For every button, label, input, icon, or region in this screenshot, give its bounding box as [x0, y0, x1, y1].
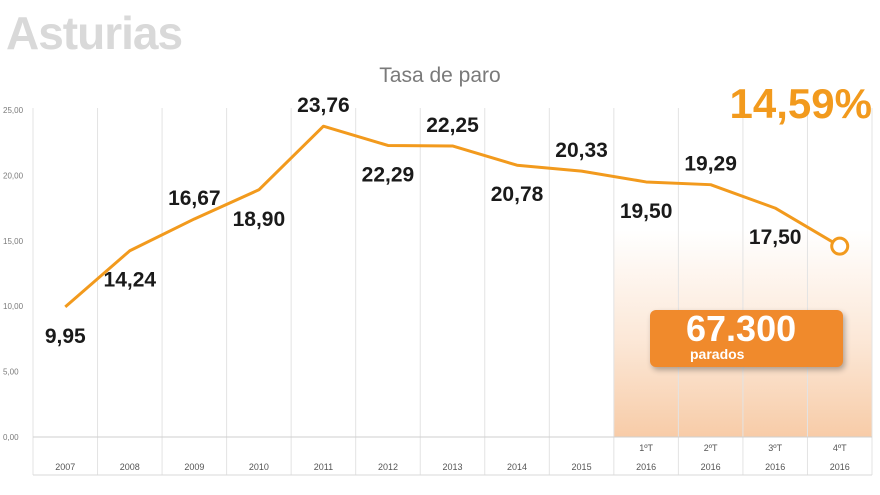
- y-tick-label: 10,00: [3, 302, 24, 311]
- data-label: 20,33: [555, 139, 608, 162]
- y-tick-label: 15,00: [3, 237, 24, 246]
- x-tick-label: 2014: [507, 462, 527, 472]
- x-tick-label: 2007: [55, 462, 75, 472]
- data-label: 20,78: [491, 183, 544, 206]
- x-tick-label-quarter: 4ºT: [833, 443, 847, 453]
- x-tick-label: 2009: [184, 462, 204, 472]
- y-tick-label: 0,00: [3, 433, 19, 442]
- x-tick-label: 2012: [378, 462, 398, 472]
- data-label: 22,29: [362, 163, 415, 186]
- region-title: Asturias: [6, 7, 183, 59]
- chart-title: Tasa de paro: [379, 64, 501, 87]
- y-tick-label: 5,00: [3, 368, 19, 377]
- y-tick-label: 25,00: [3, 106, 24, 115]
- x-tick-label: 2015: [572, 462, 592, 472]
- x-tick-label: 2011: [314, 462, 333, 472]
- x-tick-label: 2016: [830, 462, 850, 472]
- x-tick-label-quarter: 2ºT: [704, 443, 718, 453]
- data-label: 19,50: [620, 200, 673, 223]
- unemployed-badge: 67.300 parados: [650, 310, 843, 367]
- x-tick-label-quarter: 3ºT: [768, 443, 782, 453]
- series-line: [64, 124, 841, 308]
- current-rate-highlight: 14,59%: [729, 80, 872, 127]
- unemployed-value: 67.300: [686, 308, 797, 349]
- data-label: 18,90: [233, 208, 286, 231]
- data-label: 9,95: [45, 325, 86, 348]
- data-label: 22,25: [426, 114, 479, 137]
- x-tick-label: 2016: [765, 462, 785, 472]
- data-label: 14,24: [104, 269, 157, 292]
- endpoint-marker: [830, 236, 850, 256]
- data-label: 16,67: [168, 187, 221, 210]
- x-tick-label: 2010: [249, 462, 269, 472]
- x-tick-label-quarter: 1ºT: [639, 443, 653, 453]
- data-label: 17,50: [749, 226, 802, 249]
- x-tick-label: 2016: [701, 462, 721, 472]
- x-tick-label: 2008: [120, 462, 140, 472]
- y-tick-label: 20,00: [3, 171, 24, 180]
- x-tick-label: 2013: [442, 462, 462, 472]
- x-tick-label: 2016: [636, 462, 656, 472]
- data-label: 23,76: [297, 94, 350, 117]
- unemployed-label: parados: [690, 346, 745, 362]
- data-label: 19,29: [684, 153, 737, 176]
